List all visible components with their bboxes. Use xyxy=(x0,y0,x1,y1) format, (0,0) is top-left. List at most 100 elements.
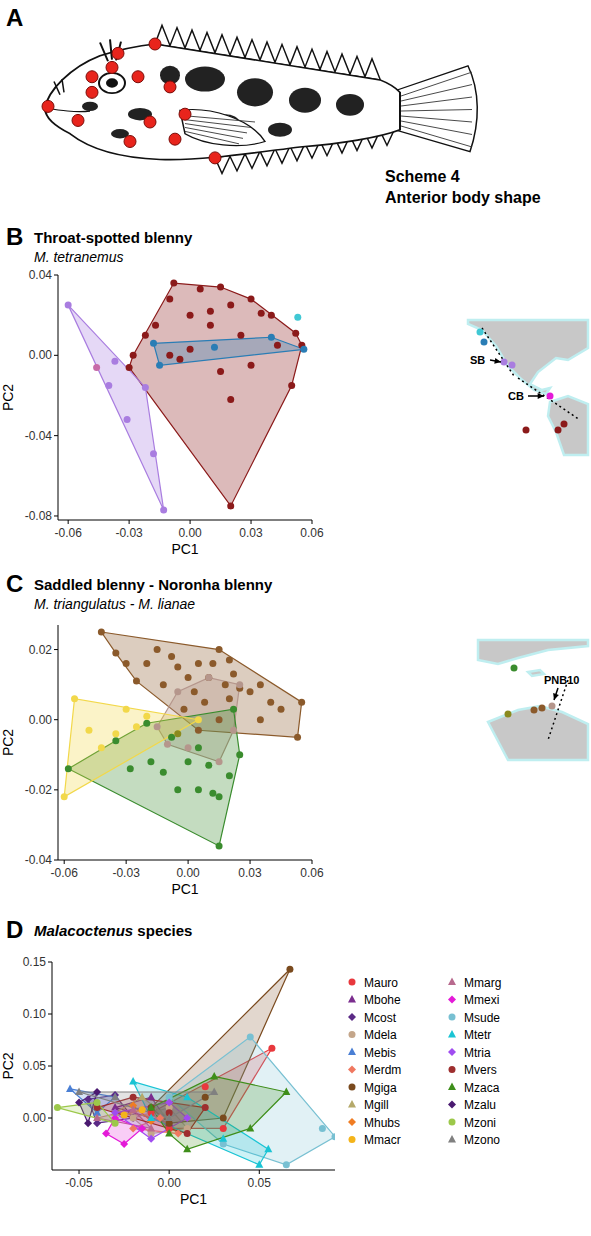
landmark xyxy=(169,133,181,145)
point xyxy=(129,1105,137,1113)
pectoral-fin xyxy=(180,110,265,146)
point xyxy=(121,1111,128,1118)
point xyxy=(183,1093,191,1101)
fish-blotch xyxy=(237,78,273,106)
point xyxy=(217,368,224,375)
point xyxy=(147,1114,155,1122)
fish-drawing xyxy=(45,25,477,173)
point xyxy=(205,674,212,681)
point xyxy=(142,332,149,339)
figure: AScheme 4Anterior body shapeBThroat-spot… xyxy=(0,0,591,1236)
y-axis-title: PC2 xyxy=(0,1052,16,1079)
point xyxy=(143,713,150,720)
point xyxy=(210,1088,218,1096)
point xyxy=(184,1130,191,1137)
point xyxy=(129,1114,137,1122)
point xyxy=(227,396,234,403)
legend-label: Mdela xyxy=(364,1028,397,1042)
landmark xyxy=(209,152,221,164)
fin-ray xyxy=(185,127,243,138)
landmark xyxy=(144,116,156,128)
point xyxy=(130,1094,137,1101)
point xyxy=(298,699,305,706)
x-axis-line xyxy=(58,860,312,861)
point xyxy=(248,362,255,369)
tail-ray xyxy=(398,125,472,147)
legend-marker xyxy=(448,1048,456,1056)
tail-ray xyxy=(398,116,472,122)
point xyxy=(154,723,161,730)
chart-title: Throat-spotted blenny xyxy=(34,229,193,246)
tail-ray xyxy=(398,120,472,134)
point xyxy=(130,1115,137,1122)
point xyxy=(220,1115,227,1122)
point xyxy=(133,723,140,730)
legend-marker xyxy=(448,1135,456,1143)
landmark xyxy=(42,100,54,112)
x-tick-label: 0.00 xyxy=(176,866,200,880)
legend-marker xyxy=(449,1119,456,1126)
x-tick-label: 0.06 xyxy=(300,866,324,880)
point xyxy=(142,384,149,391)
x-tick-label: 0.00 xyxy=(178,526,202,540)
x-tick xyxy=(190,520,191,524)
point xyxy=(255,1160,263,1168)
arrow-head xyxy=(538,393,544,399)
legend: MauroMboheMcostMdelaMebisMerdmMgigaMgill… xyxy=(348,976,501,1148)
legend-marker xyxy=(448,996,456,1004)
title-part: species xyxy=(133,922,192,939)
point xyxy=(61,793,68,800)
point xyxy=(185,744,192,751)
panel-letter: B xyxy=(6,223,23,250)
point xyxy=(247,1033,254,1040)
point xyxy=(205,762,212,769)
panel-letter: D xyxy=(6,916,23,943)
legend-marker xyxy=(449,1066,456,1073)
point xyxy=(93,1088,101,1096)
point xyxy=(268,1045,275,1052)
y-tick-label: -0.04 xyxy=(25,853,53,867)
point xyxy=(65,765,72,772)
y-tick xyxy=(54,355,58,356)
point xyxy=(294,734,301,741)
point xyxy=(111,358,118,365)
point xyxy=(138,1124,146,1132)
point xyxy=(220,1125,227,1132)
legend-label: Mhubs xyxy=(364,1116,400,1130)
y-tick xyxy=(48,1118,52,1119)
map-site xyxy=(509,362,516,369)
map-land xyxy=(468,320,588,394)
point xyxy=(129,1124,137,1132)
x-tick xyxy=(188,860,189,864)
point xyxy=(94,1099,101,1106)
fin-ray xyxy=(185,124,247,133)
y-tick-label: -0.04 xyxy=(25,429,53,443)
x-tick-label: -0.03 xyxy=(112,866,140,880)
hull xyxy=(68,305,164,510)
fish-blotch xyxy=(268,123,292,137)
map-site xyxy=(547,393,554,400)
point xyxy=(133,678,140,685)
point xyxy=(75,1098,83,1106)
plot-area xyxy=(65,280,308,514)
legend-marker xyxy=(349,1031,356,1038)
title-part: Malacoctenus xyxy=(34,922,133,939)
map-land xyxy=(548,396,588,455)
point xyxy=(166,296,173,303)
legend-label: Mcost xyxy=(364,1011,397,1025)
point xyxy=(84,1095,92,1103)
y-tick xyxy=(54,719,58,720)
barrier-line xyxy=(518,378,580,420)
y-tick xyxy=(54,789,58,790)
point xyxy=(143,720,150,727)
x-tick-label: -0.06 xyxy=(51,866,79,880)
point xyxy=(210,1072,218,1080)
hull xyxy=(64,699,198,797)
landmark xyxy=(164,81,176,93)
point xyxy=(205,674,212,681)
point xyxy=(150,450,157,457)
pupil xyxy=(106,78,118,87)
point xyxy=(278,706,285,713)
point xyxy=(164,741,171,748)
y-axis-line xyxy=(58,275,59,520)
